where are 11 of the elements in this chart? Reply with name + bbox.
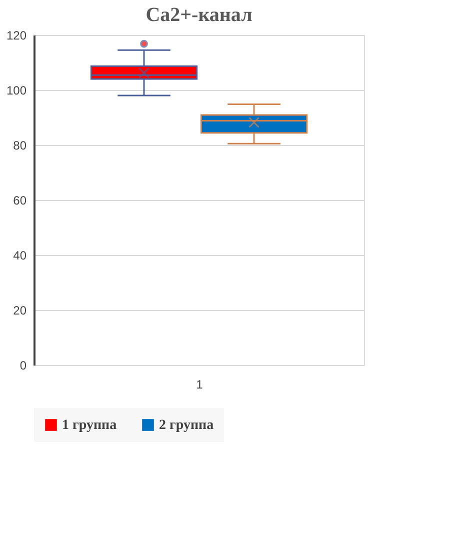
y-tick-label: 20 (13, 304, 27, 318)
y-tick-label: 120 (6, 28, 27, 42)
chart-title: Ca2+-канал (146, 4, 252, 26)
y-tick-label: 100 (6, 84, 27, 98)
legend-label: 1 группа (62, 418, 117, 433)
y-tick-label: 60 (13, 194, 27, 208)
y-tick-label: 0 (20, 358, 27, 372)
legend-label: 2 группа (159, 418, 214, 433)
x-tick-label: 1 (196, 378, 204, 392)
y-tick-label: 80 (13, 138, 27, 152)
y-tick-label: 40 (13, 248, 27, 262)
